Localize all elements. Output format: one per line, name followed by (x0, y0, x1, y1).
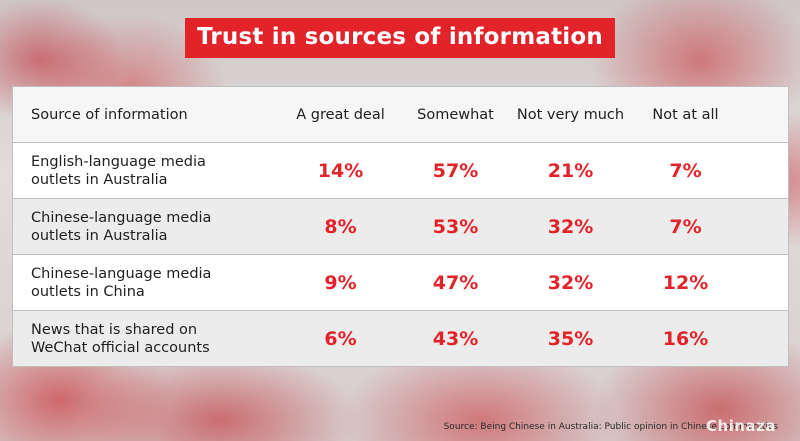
header-great-deal: A great deal (296, 106, 385, 123)
row-source-line2: outlets in Australia (31, 171, 168, 188)
value-somewhat: 47% (432, 271, 479, 294)
row-source-line1: News that is shared on (31, 321, 198, 338)
row-source-line1: English-language media (31, 153, 206, 170)
row-source-line1: Chinese-language media (31, 209, 212, 226)
header-somewhat: Somewhat (417, 106, 494, 123)
table-row: News that is shared on WeChat official a… (13, 310, 788, 366)
header-not-at-all: Not at all (652, 106, 719, 123)
row-source-line1: Chinese-language media (31, 265, 212, 282)
title-container: Trust in sources of information (0, 18, 800, 58)
value-not-very-much: 21% (547, 159, 594, 182)
value-not-very-much: 35% (547, 327, 594, 350)
value-great-deal: 6% (324, 327, 357, 350)
row-source-line2: WeChat official accounts (31, 339, 210, 356)
source-note: Source: Being Chinese in Australia: Publ… (443, 422, 778, 432)
value-not-very-much: 32% (547, 271, 594, 294)
table-row: English-language media outlets in Austra… (13, 142, 788, 198)
row-source-line2: outlets in China (31, 283, 145, 300)
table-row: Chinese-language media outlets in Austra… (13, 198, 788, 254)
watermark: Chinaza (706, 417, 776, 435)
row-source: News that is shared on WeChat official a… (13, 321, 283, 357)
page-title: Trust in sources of information (185, 18, 615, 58)
value-not-at-all: 7% (669, 215, 702, 238)
row-source-line2: outlets in Australia (31, 227, 168, 244)
value-somewhat: 43% (432, 327, 479, 350)
row-source: English-language media outlets in Austra… (13, 153, 283, 189)
row-source: Chinese-language media outlets in Austra… (13, 209, 283, 245)
value-great-deal: 14% (317, 159, 364, 182)
value-great-deal: 9% (324, 271, 357, 294)
value-somewhat: 53% (432, 215, 479, 238)
value-not-at-all: 7% (669, 159, 702, 182)
header-source: Source of information (31, 106, 188, 123)
value-not-at-all: 16% (662, 327, 709, 350)
table-row: Chinese-language media outlets in China … (13, 254, 788, 310)
value-great-deal: 8% (324, 215, 357, 238)
trust-table: Source of information A great deal Somew… (12, 86, 789, 367)
table-header-row: Source of information A great deal Somew… (13, 87, 788, 142)
value-not-at-all: 12% (662, 271, 709, 294)
header-not-very-much: Not very much (516, 106, 625, 123)
value-not-very-much: 32% (547, 215, 594, 238)
row-source: Chinese-language media outlets in China (13, 265, 283, 301)
value-somewhat: 57% (432, 159, 479, 182)
